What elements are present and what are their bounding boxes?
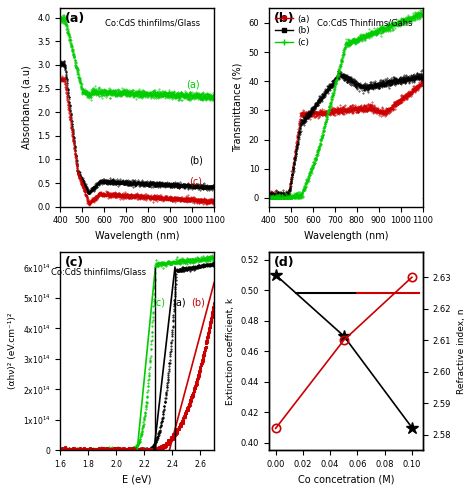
Text: (b): (b) — [190, 155, 203, 165]
X-axis label: Wavelength (nm): Wavelength (nm) — [95, 231, 180, 241]
Y-axis label: Extinction coefficient, k: Extinction coefficient, k — [226, 298, 235, 405]
Text: Co:CdS Thinfilms/Gahs: Co:CdS Thinfilms/Gahs — [317, 18, 412, 27]
Y-axis label: (αhν)² (eV.cm⁻¹)²: (αhν)² (eV.cm⁻¹)² — [9, 313, 18, 389]
Y-axis label: Absorbance (a.u): Absorbance (a.u) — [22, 66, 32, 149]
Text: (a): (a) — [186, 80, 200, 90]
Text: (b): (b) — [273, 12, 294, 25]
Text: (c): (c) — [65, 256, 84, 269]
Text: (c): (c) — [190, 177, 202, 187]
Text: (a): (a) — [173, 298, 186, 308]
Y-axis label: Refractive index, n: Refractive index, n — [456, 309, 465, 394]
Text: (a): (a) — [65, 12, 85, 25]
Text: (b): (b) — [191, 298, 205, 308]
X-axis label: Co concetration (M): Co concetration (M) — [298, 475, 394, 485]
Text: Co:CdS thinfilms/Glass: Co:CdS thinfilms/Glass — [51, 268, 146, 277]
Text: Co:CdS thinfilms/Glass: Co:CdS thinfilms/Glass — [105, 18, 200, 27]
X-axis label: Wavelength (nm): Wavelength (nm) — [303, 231, 388, 241]
Text: (d): (d) — [273, 256, 294, 269]
X-axis label: E (eV): E (eV) — [122, 475, 152, 485]
Y-axis label: Transmittance (%): Transmittance (%) — [233, 63, 243, 152]
Legend: (a), (b), (c): (a), (b), (c) — [273, 13, 311, 49]
Text: (c): (c) — [153, 298, 165, 308]
